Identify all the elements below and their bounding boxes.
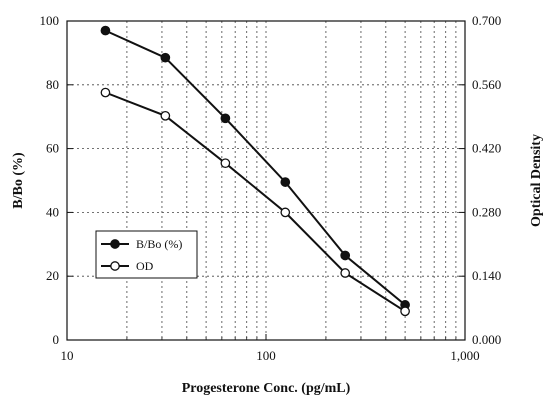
data-point	[160, 52, 171, 63]
data-point	[340, 250, 351, 261]
series-2	[100, 87, 410, 317]
grid-lines	[67, 21, 465, 340]
data-point	[400, 306, 410, 317]
series-layer	[100, 25, 410, 317]
y2-tick-label: 0.000	[472, 332, 501, 347]
legend-item: B/Bo (%)	[101, 237, 182, 251]
y-tick-label: 40	[46, 204, 59, 219]
y2-tick-label: 0.280	[472, 204, 501, 219]
y-tick-label: 20	[46, 268, 59, 283]
legend-label: B/Bo (%)	[136, 237, 182, 251]
y2-tick-label: 0.420	[472, 141, 501, 156]
legend: B/Bo (%) OD	[95, 230, 198, 279]
legend-marker	[110, 239, 120, 249]
y-tick-label: 80	[46, 77, 59, 92]
y-axis-title: B/Bo (%)	[11, 152, 26, 209]
legend-label: OD	[136, 259, 154, 273]
x-tick-label: 100	[256, 348, 276, 363]
data-point	[100, 87, 111, 98]
data-point	[100, 25, 111, 36]
legend-item: OD	[101, 259, 154, 273]
y2-tick-label: 0.560	[472, 77, 501, 92]
series-line	[105, 91, 406, 313]
data-point	[340, 268, 351, 278]
y-tick-label: 100	[40, 13, 60, 28]
data-point	[160, 110, 171, 121]
axis-ticks: 0 20 40 60 80 100 0.000 0.140 0.280 0.420 0.560 0.7…	[40, 13, 502, 363]
series-line	[104, 29, 406, 306]
y2-tick-label: 0.700	[472, 13, 501, 28]
data-point	[280, 207, 291, 218]
y2-tick-label: 0.140	[472, 268, 501, 283]
x-axis-title: Progesterone Conc. (pg/mL)	[182, 381, 351, 396]
y-tick-label: 0	[53, 332, 60, 347]
y-tick-label: 60	[46, 141, 59, 156]
y2-axis-title: Optical Density	[529, 134, 544, 227]
series-1	[100, 25, 410, 310]
legend-marker	[110, 261, 120, 271]
data-point	[220, 158, 231, 169]
x-tick-label: 10	[61, 348, 74, 363]
x-tick-label: 1,000	[450, 348, 479, 363]
data-point	[220, 113, 231, 124]
data-point	[280, 177, 291, 187]
